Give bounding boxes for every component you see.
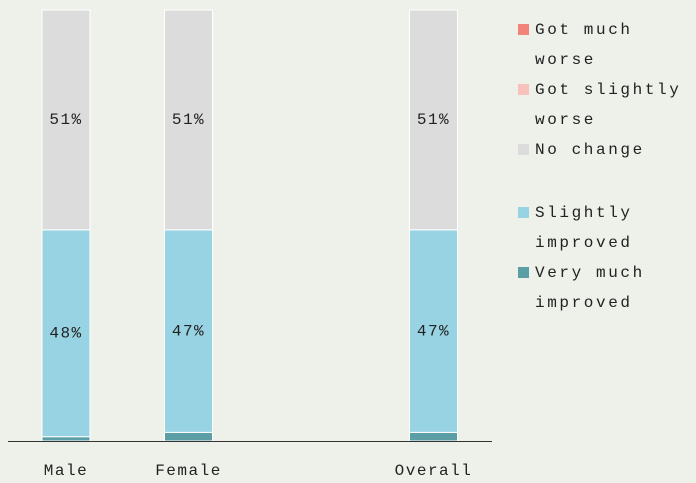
bar-segment [41,436,91,442]
legend-swatch [518,24,529,35]
legend-item: Very much improved [518,258,694,318]
x-tick-label: Overall [395,462,473,480]
legend-label: No change [535,141,645,159]
bar-segment [41,229,91,438]
legend-item: No change [518,135,694,165]
bar-segment [164,229,213,433]
bar-segment [409,431,458,442]
value-label: 47% [417,322,450,340]
bar-segment [41,9,91,231]
bar-segment [164,9,213,231]
legend-label: Very much improved [535,264,645,312]
legend-label: Got slightly worse [535,81,682,129]
legend-item: Got slightly worse [518,75,694,135]
legend-swatch [518,144,529,155]
value-label: 51% [49,111,82,129]
legend-label: Slightly improved [535,204,633,252]
legend-swatch [518,267,529,278]
value-label: 51% [172,111,205,129]
x-tick-label: Male [44,462,88,480]
bar-segment [409,9,458,231]
legend: Got much worse Got slightly worse No chang… [518,15,694,318]
legend-label: Got much worse [535,21,633,69]
legend-item: Got much worse [518,15,694,75]
bar-segment [164,431,213,442]
x-tick-label: Female [155,462,222,480]
value-label: 47% [172,322,205,340]
legend-item: Slightly improved [518,198,694,258]
legend-swatch [518,84,529,95]
value-label: 51% [417,111,450,129]
value-label: 48% [49,324,82,342]
legend-swatch [518,207,529,218]
